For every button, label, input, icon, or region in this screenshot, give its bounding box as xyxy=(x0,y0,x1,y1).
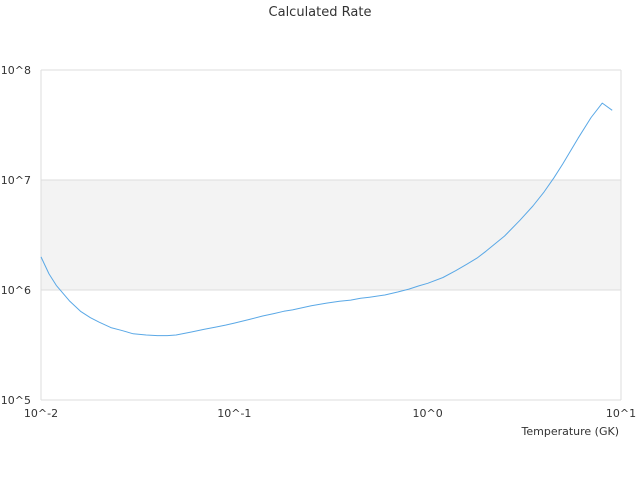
plot-bands xyxy=(41,180,621,290)
x-tick-label: 10^0 xyxy=(413,407,443,420)
y-tick-label: 10^5 xyxy=(1,394,31,407)
y-tick-label: 10^6 xyxy=(1,284,31,297)
x-axis-ticks: 10^-2 10^-1 10^0 10^1 xyxy=(24,407,636,420)
series-line xyxy=(40,102,613,337)
grid-lines xyxy=(40,69,622,401)
x-tick-label: 10^-1 xyxy=(217,407,251,420)
x-axis-title: Temperature (GK) xyxy=(521,425,620,438)
x-tick-label: 10^1 xyxy=(606,407,636,420)
y-tick-label: 10^7 xyxy=(1,174,31,187)
series-layer xyxy=(40,102,613,337)
plot-band xyxy=(41,180,621,290)
chart-title: Calculated Rate xyxy=(269,5,372,20)
x-tick-label: 10^-2 xyxy=(24,407,58,420)
y-axis-ticks: 10^5 10^6 10^7 10^8 xyxy=(1,64,31,407)
y-tick-label: 10^8 xyxy=(1,64,31,77)
